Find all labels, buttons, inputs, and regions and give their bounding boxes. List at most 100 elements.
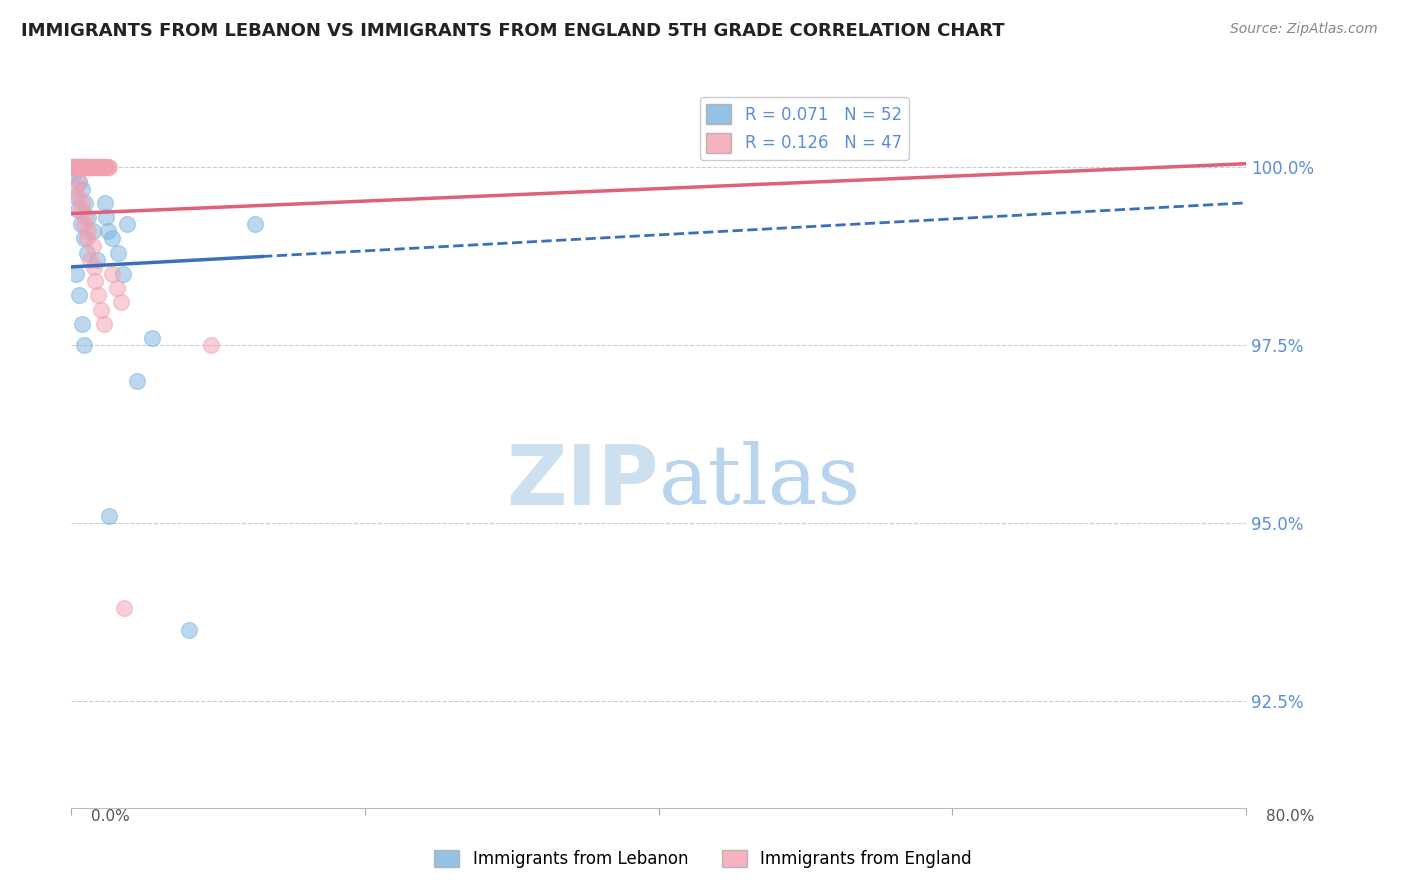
- Point: [73, 231, 96, 245]
- Point: [107, 245, 129, 260]
- Point: [70, 161, 93, 175]
- Point: [75, 161, 97, 175]
- Point: [70, 317, 93, 331]
- Point: [86, 252, 108, 267]
- Point: [77, 210, 100, 224]
- Point: [77, 161, 100, 175]
- Point: [93, 161, 115, 175]
- Point: [89, 161, 111, 175]
- Point: [67, 174, 90, 188]
- Point: [112, 601, 135, 615]
- Text: Source: ZipAtlas.com: Source: ZipAtlas.com: [1230, 22, 1378, 37]
- Point: [86, 161, 108, 175]
- Point: [76, 245, 98, 260]
- Point: [63, 181, 86, 195]
- Point: [200, 338, 222, 352]
- Point: [73, 217, 96, 231]
- Point: [69, 161, 91, 175]
- Point: [127, 374, 149, 388]
- Point: [101, 231, 124, 245]
- Point: [75, 195, 97, 210]
- Point: [72, 195, 94, 210]
- Point: [86, 161, 108, 175]
- Point: [63, 161, 86, 175]
- Point: [62, 161, 84, 175]
- Point: [70, 161, 93, 175]
- Point: [63, 161, 86, 175]
- Point: [63, 188, 86, 202]
- Point: [73, 161, 96, 175]
- Point: [65, 267, 87, 281]
- Point: [89, 161, 111, 175]
- Point: [98, 161, 121, 175]
- Point: [69, 161, 91, 175]
- Point: [93, 317, 115, 331]
- Point: [110, 295, 132, 310]
- Point: [72, 161, 94, 175]
- Point: [66, 161, 89, 175]
- Point: [111, 267, 134, 281]
- Point: [65, 161, 87, 175]
- Point: [87, 288, 110, 302]
- Point: [67, 174, 90, 188]
- Point: [66, 188, 89, 202]
- Point: [65, 161, 87, 175]
- Point: [83, 161, 105, 175]
- Point: [97, 224, 120, 238]
- Point: [80, 161, 103, 175]
- Point: [83, 260, 105, 274]
- Point: [91, 161, 114, 175]
- Point: [97, 161, 120, 175]
- Point: [96, 210, 118, 224]
- Point: [177, 623, 200, 637]
- Text: ZIP: ZIP: [506, 441, 658, 522]
- Point: [76, 161, 98, 175]
- Text: 0.0%: 0.0%: [91, 809, 131, 823]
- Point: [79, 252, 101, 267]
- Point: [82, 161, 104, 175]
- Point: [77, 161, 100, 175]
- Point: [72, 181, 94, 195]
- Point: [105, 281, 128, 295]
- Point: [60, 161, 83, 175]
- Point: [65, 161, 87, 175]
- Point: [83, 161, 105, 175]
- Point: [90, 161, 112, 175]
- Text: atlas: atlas: [658, 441, 860, 521]
- Point: [84, 161, 107, 175]
- Point: [72, 161, 94, 175]
- Point: [94, 161, 117, 175]
- Point: [65, 161, 87, 175]
- Point: [67, 161, 90, 175]
- Point: [141, 331, 163, 345]
- Point: [75, 161, 97, 175]
- Point: [79, 161, 101, 175]
- Point: [90, 302, 112, 317]
- Point: [91, 161, 114, 175]
- Point: [115, 217, 138, 231]
- Legend: R = 0.071   N = 52, R = 0.126   N = 47: R = 0.071 N = 52, R = 0.126 N = 47: [700, 97, 908, 160]
- Point: [76, 231, 98, 245]
- Point: [67, 288, 90, 302]
- Point: [79, 161, 101, 175]
- Point: [69, 217, 91, 231]
- Point: [84, 161, 107, 175]
- Point: [98, 508, 121, 523]
- Text: 80.0%: 80.0%: [1267, 809, 1315, 823]
- Point: [73, 338, 96, 352]
- Point: [66, 161, 89, 175]
- Legend: Immigrants from Lebanon, Immigrants from England: Immigrants from Lebanon, Immigrants from…: [427, 843, 979, 875]
- Point: [80, 161, 103, 175]
- Point: [243, 217, 266, 231]
- Point: [93, 161, 115, 175]
- Point: [82, 238, 104, 252]
- Point: [94, 195, 117, 210]
- Point: [77, 224, 100, 238]
- Point: [76, 161, 98, 175]
- Point: [66, 202, 89, 217]
- Point: [96, 161, 118, 175]
- Point: [84, 274, 107, 288]
- Text: IMMIGRANTS FROM LEBANON VS IMMIGRANTS FROM ENGLAND 5TH GRADE CORRELATION CHART: IMMIGRANTS FROM LEBANON VS IMMIGRANTS FR…: [21, 22, 1005, 40]
- Point: [62, 168, 84, 182]
- Point: [90, 161, 112, 175]
